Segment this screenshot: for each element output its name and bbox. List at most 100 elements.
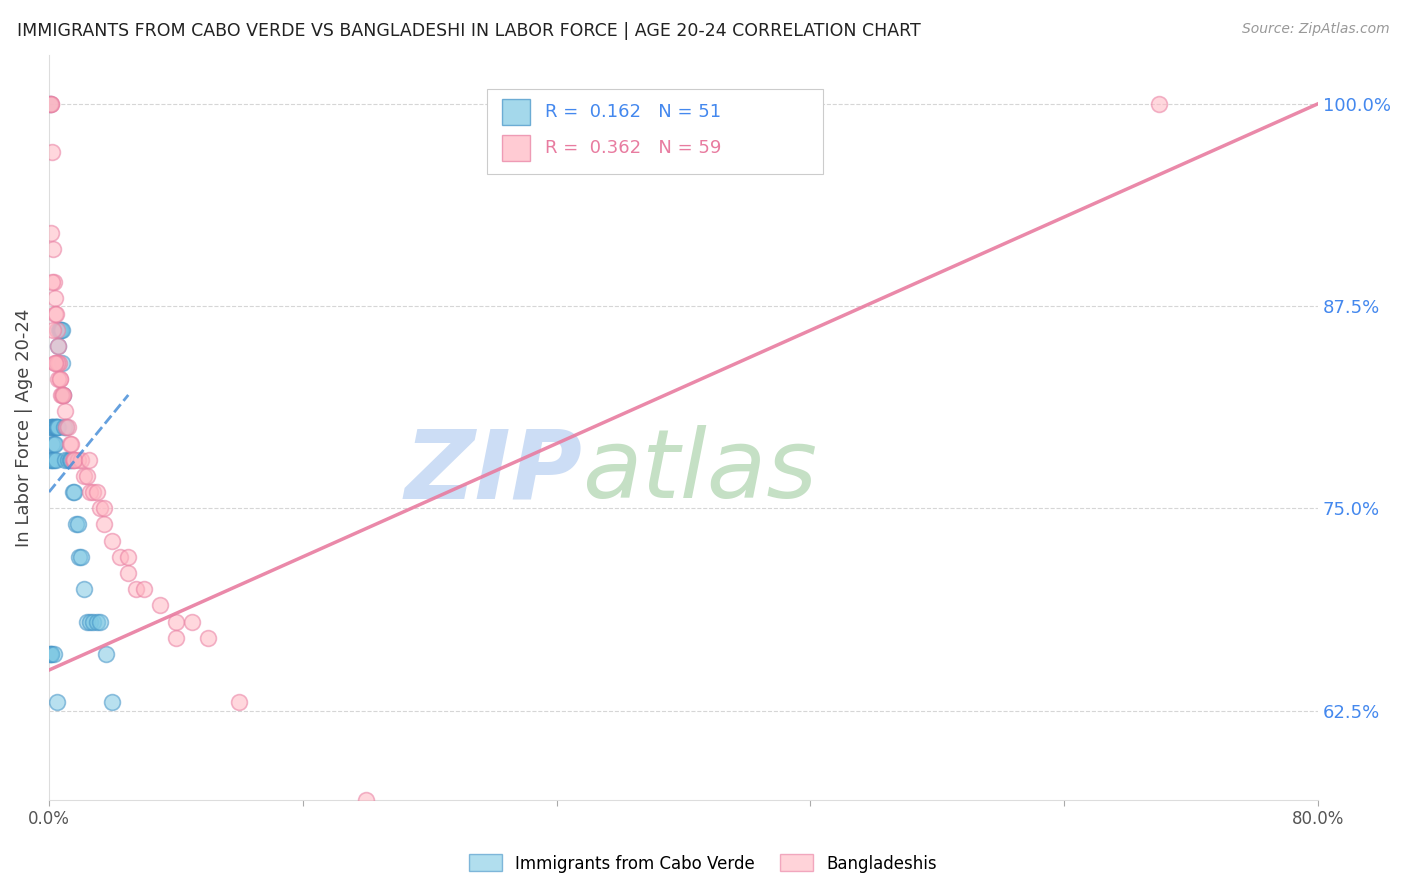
- Point: [125, 582, 148, 596]
- Point: [41, 647, 63, 661]
- FancyBboxPatch shape: [486, 88, 823, 174]
- Point: [51, 388, 73, 402]
- Point: [77, 452, 100, 467]
- Point: [79, 615, 101, 629]
- Point: [165, 631, 187, 645]
- Point: [67, 549, 90, 564]
- Point: [56, 452, 79, 467]
- Point: [55, 420, 77, 434]
- Point: [42, 452, 65, 467]
- Point: [42, 647, 65, 661]
- Point: [39, 96, 62, 111]
- Point: [117, 566, 139, 580]
- Point: [45, 356, 67, 370]
- Point: [51, 388, 73, 402]
- Point: [58, 452, 80, 467]
- Point: [60, 436, 83, 450]
- Point: [63, 452, 86, 467]
- Point: [69, 452, 91, 467]
- Y-axis label: In Labor Force | Age 20-24: In Labor Force | Age 20-24: [15, 308, 32, 547]
- Point: [53, 452, 76, 467]
- Point: [52, 388, 75, 402]
- Point: [48, 339, 70, 353]
- Point: [51, 356, 73, 370]
- FancyBboxPatch shape: [502, 136, 530, 161]
- Point: [134, 582, 156, 596]
- Point: [101, 695, 124, 709]
- Point: [41, 145, 63, 160]
- Point: [41, 420, 63, 434]
- Point: [228, 695, 250, 709]
- Point: [63, 485, 86, 500]
- Point: [66, 452, 89, 467]
- Point: [79, 485, 101, 500]
- Point: [39, 452, 62, 467]
- Point: [165, 615, 187, 629]
- Point: [44, 356, 66, 370]
- Point: [53, 404, 76, 418]
- Point: [39, 96, 62, 111]
- Point: [45, 695, 67, 709]
- Point: [82, 485, 104, 500]
- Point: [94, 647, 117, 661]
- Point: [45, 323, 67, 337]
- Point: [42, 323, 65, 337]
- Point: [45, 307, 67, 321]
- Point: [89, 615, 111, 629]
- Point: [180, 615, 202, 629]
- Point: [86, 615, 108, 629]
- Point: [41, 420, 63, 434]
- Point: [39, 96, 62, 111]
- Point: [44, 291, 66, 305]
- Point: [93, 501, 115, 516]
- Text: atlas: atlas: [582, 425, 817, 518]
- Text: IMMIGRANTS FROM CABO VERDE VS BANGLADESHI IN LABOR FORCE | AGE 20-24 CORRELATION: IMMIGRANTS FROM CABO VERDE VS BANGLADESH…: [17, 22, 921, 40]
- Point: [45, 420, 67, 434]
- Point: [44, 420, 66, 434]
- Legend: Immigrants from Cabo Verde, Bangladeshis: Immigrants from Cabo Verde, Bangladeshis: [463, 847, 943, 880]
- Point: [45, 420, 67, 434]
- Point: [42, 452, 65, 467]
- Point: [39, 647, 62, 661]
- Point: [55, 420, 77, 434]
- Point: [86, 485, 108, 500]
- Point: [73, 468, 96, 483]
- Point: [76, 468, 98, 483]
- Text: Source: ZipAtlas.com: Source: ZipAtlas.com: [1241, 22, 1389, 37]
- Point: [39, 452, 62, 467]
- Text: R =  0.362   N = 59: R = 0.362 N = 59: [546, 139, 721, 157]
- Point: [58, 436, 80, 450]
- Point: [117, 549, 139, 564]
- Point: [110, 549, 132, 564]
- Point: [51, 323, 73, 337]
- Point: [49, 372, 72, 386]
- Point: [76, 615, 98, 629]
- Point: [52, 388, 75, 402]
- Point: [46, 339, 69, 353]
- Point: [44, 420, 66, 434]
- Point: [41, 96, 63, 111]
- Point: [1149, 96, 1171, 111]
- Point: [44, 356, 66, 370]
- Point: [66, 517, 89, 532]
- Point: [93, 517, 115, 532]
- Point: [69, 549, 91, 564]
- Point: [46, 372, 69, 386]
- Point: [149, 599, 172, 613]
- Point: [39, 647, 62, 661]
- Point: [63, 452, 86, 467]
- Point: [42, 436, 65, 450]
- Point: [41, 275, 63, 289]
- Point: [41, 420, 63, 434]
- Point: [42, 275, 65, 289]
- Text: R =  0.162   N = 51: R = 0.162 N = 51: [546, 103, 721, 121]
- Point: [356, 792, 378, 806]
- Point: [60, 452, 83, 467]
- Point: [48, 356, 70, 370]
- Text: ZIP: ZIP: [404, 425, 582, 518]
- Point: [48, 323, 70, 337]
- Point: [42, 243, 65, 257]
- Point: [44, 436, 66, 450]
- Point: [101, 533, 124, 548]
- Point: [45, 420, 67, 434]
